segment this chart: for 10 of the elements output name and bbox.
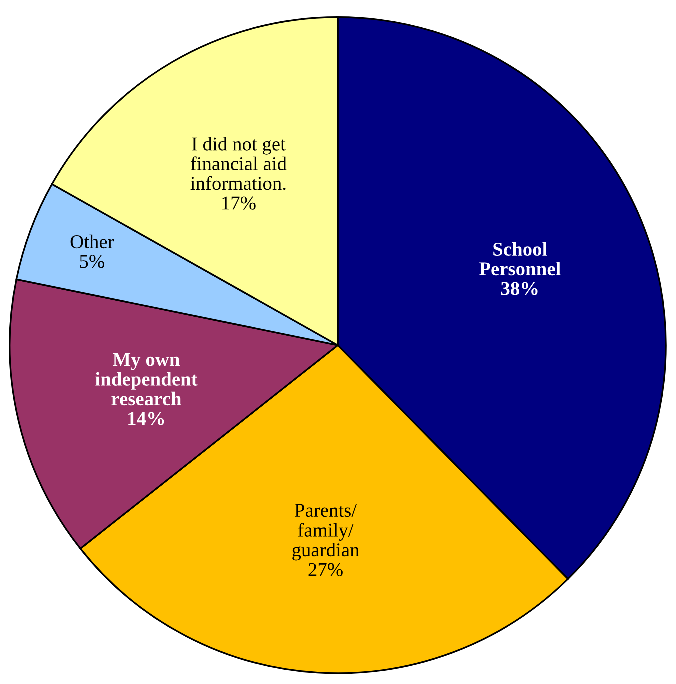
- data-label: 5%: [80, 255, 104, 268]
- data-label: 38%: [501, 282, 538, 296]
- data-label: 17%: [222, 196, 256, 210]
- slice-label: Other: [70, 234, 114, 249]
- slice-label: I did not get financial aid information.: [190, 137, 287, 190]
- slice-label: Parents/ family/ guardian: [292, 504, 360, 561]
- data-label: 27%: [308, 563, 343, 576]
- data-label: 14%: [128, 412, 164, 426]
- slice-label: My own independent research: [96, 353, 198, 406]
- slice-label: School Personnel: [479, 242, 561, 276]
